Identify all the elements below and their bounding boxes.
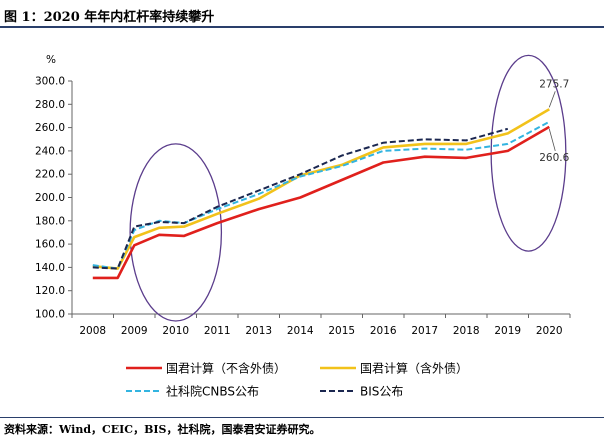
y-tick-label: 140.0 (35, 262, 65, 274)
series-line-0 (92, 125, 550, 280)
y-tick-label: 120.0 (35, 285, 65, 297)
highlight-ellipses (129, 54, 567, 322)
y-tick-label: 180.0 (35, 215, 65, 227)
y-tick-label: 160.0 (35, 239, 65, 251)
x-tick-label: 2011 (204, 325, 231, 337)
y-tick-label: 200.0 (35, 192, 65, 204)
legend-label-0: 国君计算（不含外债） (166, 361, 286, 376)
x-tick-label: 2009 (121, 325, 148, 337)
series-line-2 (92, 120, 550, 270)
source-divider (0, 417, 604, 418)
y-tick-label: 260.0 (35, 122, 65, 134)
x-tick-label: 2014 (287, 325, 314, 337)
y-tick-label: 240.0 (35, 145, 65, 157)
legend-label-2: 社科院CNBS公布 (166, 384, 259, 399)
x-tick-label: 2017 (411, 325, 438, 337)
y-tick-label: 300.0 (35, 76, 65, 88)
series-line-3 (92, 127, 509, 270)
source-note: 资料来源：Wind，CEIC，BIS，社科院，国泰君安证券研究。 (4, 423, 321, 436)
x-tick-label: 2010 (162, 325, 189, 337)
y-axis-unit: % (46, 54, 56, 66)
annotation-leader (548, 91, 556, 108)
chart-legend: 国君计算（不含外债） 国君计算（含外债） 社科院CNBS公布 BIS公布 (126, 361, 468, 399)
data-label-0: 275.7 (539, 78, 569, 90)
x-tick-label: 2018 (453, 325, 480, 337)
y-tick-label: 100.0 (35, 309, 65, 321)
x-tick-label: 2015 (328, 325, 355, 337)
y-tick-label: 280.0 (35, 99, 65, 111)
x-tick-label: 2013 (245, 325, 272, 337)
data-annotations: 275.7 260.6 (539, 78, 569, 164)
chart-axes: % 100.0 120.0 140.0 160.0 180.0 200.0 220.0 240.… (35, 54, 571, 337)
title-divider (0, 26, 604, 28)
x-tick-label: 2016 (370, 325, 397, 337)
legend-label-3: BIS公布 (360, 385, 403, 399)
series-lines (92, 108, 550, 280)
data-label-1: 260.6 (539, 152, 569, 164)
highlight-ellipse-2009-2010 (129, 143, 223, 322)
x-tick-label: 2008 (79, 325, 106, 337)
series-line-1 (92, 108, 550, 270)
y-tick-label: 220.0 (35, 169, 65, 181)
x-tick-label: 2020 (536, 325, 563, 337)
figure-title: 图 1：2020 年年内杠杆率持续攀升 (4, 10, 215, 25)
legend-label-1: 国君计算（含外债） (360, 361, 468, 376)
annotation-leader (548, 128, 556, 152)
x-tick-label: 2019 (494, 325, 521, 337)
